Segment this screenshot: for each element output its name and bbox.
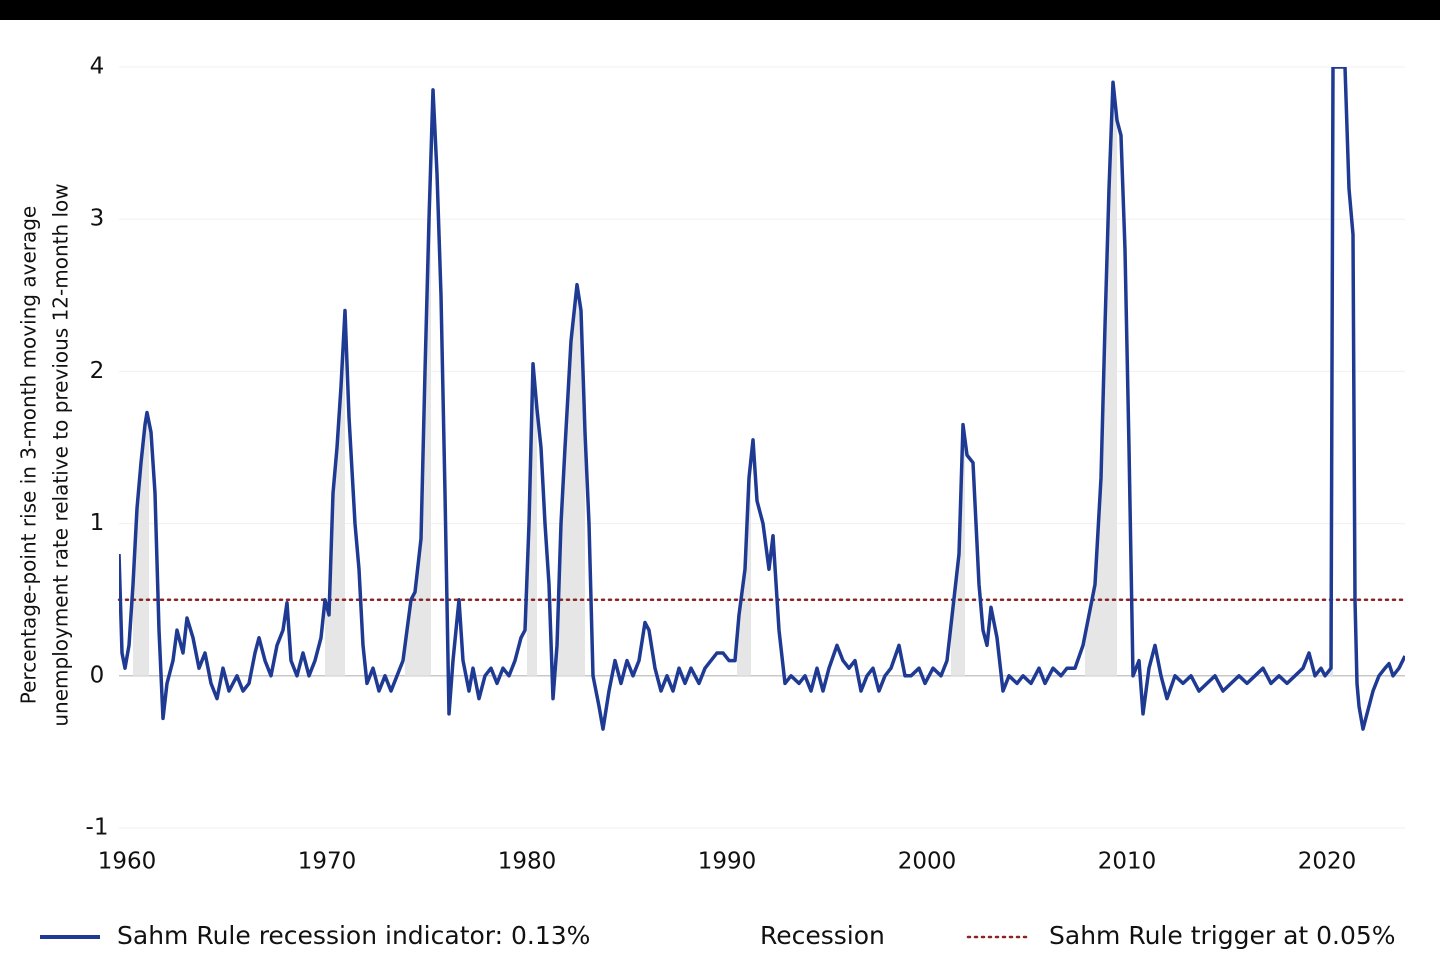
y-tick-label: 2 <box>90 358 105 384</box>
data-line <box>119 67 1405 731</box>
y-axis-label: Percentage-point rise in 3-month moving … <box>17 206 41 704</box>
y-tick-label: 1 <box>90 510 105 536</box>
x-tick-label: 1990 <box>698 849 757 875</box>
x-tick-label: 2010 <box>1098 849 1157 875</box>
x-tick-label: 1970 <box>298 849 357 875</box>
top-bar <box>0 0 1440 20</box>
x-tick-label: 1960 <box>98 849 157 875</box>
y-axis-label: unemployment rate relative to previous 1… <box>49 183 73 726</box>
y-tick-label: 4 <box>90 54 105 80</box>
legend-label: Recession <box>760 921 885 950</box>
x-tick-label: 2020 <box>1298 849 1357 875</box>
x-tick-label: 2000 <box>898 849 957 875</box>
y-tick-label: -1 <box>86 815 109 841</box>
y-tick-label: 0 <box>90 662 105 688</box>
line-group <box>119 67 1405 731</box>
y-tick-label: 3 <box>90 206 105 232</box>
legend-label: Sahm Rule recession indicator: 0.13% <box>117 921 590 950</box>
legend-label: Sahm Rule trigger at 0.05% <box>1049 921 1396 950</box>
x-tick-label: 1980 <box>498 849 557 875</box>
